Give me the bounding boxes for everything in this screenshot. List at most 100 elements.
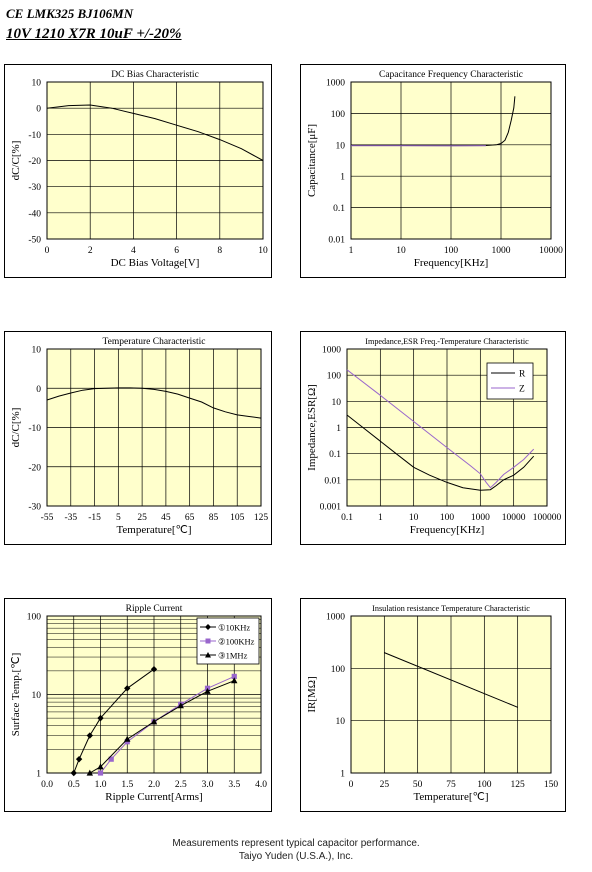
dc-bias-chart: 0 2 4 6 8 10 10 0 -10 -20 -30 -40 -50 DC Bias Charact…: [10, 70, 268, 269]
y-tick-label: 1: [340, 770, 345, 780]
data-point-diamond: [70, 769, 77, 777]
x-tick-label: 4.0: [255, 780, 267, 790]
data-point-triangle: [124, 735, 131, 742]
y-tick-label: 1: [340, 173, 345, 183]
x-tick-label: 2.5: [175, 780, 187, 790]
legend-marker: [205, 638, 211, 644]
chart-panel-insulation: 0 25 50 75 100 125 150 1000 100 10 1 Insulation res…: [300, 598, 566, 812]
y-axis-label: Surface Temp.[℃]: [10, 653, 22, 736]
data-point-triangle: [231, 677, 238, 684]
y-axis-label: dC/C[%]: [10, 141, 22, 181]
x-tick-label: 3.0: [202, 780, 214, 790]
data-point-triangle: [204, 687, 211, 694]
y-tick-label: 1000: [326, 79, 345, 89]
x-tick-label: 10000: [539, 246, 563, 256]
y-tick-label: 1000: [322, 346, 341, 356]
y-tick-label: -30: [28, 183, 41, 193]
x-tick-label: 45: [161, 513, 171, 523]
y-tick-label: 0: [36, 385, 41, 395]
x-tick-label: 25: [380, 780, 390, 790]
y-tick-label: -50: [28, 236, 41, 246]
x-tick-label: 1: [349, 246, 354, 256]
series-line-1: [46, 104, 264, 161]
data-point-square: [108, 756, 114, 762]
series-line-1: [46, 387, 262, 419]
part-number: CE LMK325 BJ106MN: [6, 6, 134, 21]
chart-title: Ripple Current: [126, 604, 183, 614]
chart-panel-ripple: 0.0 0.5 1.0 1.5 2.0 2.5 3.0 3.5 4.0 100 10 1 Ripple …: [4, 598, 272, 812]
x-tick-label: 150: [544, 780, 559, 790]
x-tick-label: 100: [440, 513, 455, 523]
part-spec: 10V 1210 X7R 10uF +/-20%: [6, 26, 182, 42]
x-tick-label: 1.5: [121, 780, 133, 790]
x-axis-label: Temperature[℃]: [413, 791, 488, 803]
x-axis-label: Temperature[℃]: [116, 524, 191, 536]
legend-label: Z: [519, 385, 525, 395]
data-point-square: [231, 673, 237, 680]
data-point-square: [124, 739, 130, 745]
x-tick-label: 4: [131, 246, 136, 256]
x-tick-label: 0.5: [68, 780, 80, 790]
x-tick-label: 2.0: [148, 780, 160, 790]
y-tick-label: 10: [32, 346, 42, 356]
x-tick-label: 1000: [471, 513, 490, 523]
x-tick-label: -55: [41, 513, 54, 523]
y-tick-label: 100: [331, 110, 346, 120]
data-point-triangle: [86, 769, 93, 776]
y-tick-label: 0.1: [333, 204, 345, 214]
legend-label: ③1MHz: [218, 651, 248, 661]
y-tick-label: 10: [336, 141, 346, 151]
x-tick-label: 125: [254, 513, 269, 523]
x-axis-label: Ripple Current[Arms]: [105, 791, 202, 803]
chart-title: Impedance,ESR Freq.-Temperature Characte…: [365, 337, 529, 346]
x-tick-label: 10: [258, 246, 268, 256]
x-tick-label: -15: [88, 513, 101, 523]
temperature-chart: -55 -35 -15 5 25 45 65 85 105 125 10 0 -10 -20 -30 Temp…: [10, 337, 269, 536]
ripple-current-chart: 0.0 0.5 1.0 1.5 2.0 2.5 3.0 3.5 4.0 100 10 1 Ripple …: [10, 604, 267, 803]
x-tick-label: 85: [209, 513, 219, 523]
y-tick-label: -30: [28, 503, 41, 513]
impedance-chart: 0.1 1 10 100 1000 10000 10000010001001010.10.0…: [306, 337, 562, 536]
y-tick-label: 100: [331, 665, 346, 675]
y-axis-label: IR[MΩ]: [306, 676, 318, 712]
y-tick-label: -20: [28, 157, 41, 167]
y-tick-label: -40: [28, 209, 41, 219]
legend-marker: [205, 652, 211, 658]
y-tick-label: 0.1: [329, 450, 341, 460]
x-tick-label: 1: [378, 513, 383, 523]
x-tick-label: 1.0: [95, 780, 107, 790]
series-line-2: [346, 369, 535, 489]
data-point-triangle: [97, 763, 104, 770]
data-point-triangle: [150, 718, 158, 725]
x-tick-label: 8: [217, 246, 222, 256]
y-tick-label: 0.01: [328, 236, 345, 246]
y-tick-label: 10: [32, 691, 42, 701]
y-tick-label: -20: [28, 463, 41, 473]
legend-box: [486, 362, 534, 400]
data-point-diamond: [97, 714, 104, 722]
chart-panel-impedance: 0.1 1 10 100 1000 10000 100000 1000 100 10 1 0.1 0.0…: [300, 331, 566, 545]
x-tick-label: 1000: [492, 246, 511, 256]
x-tick-label: -35: [64, 513, 77, 523]
y-tick-label: 10: [336, 717, 346, 727]
chart-title: Temperature Characteristic: [103, 337, 206, 347]
x-tick-label: 10: [409, 513, 419, 523]
series-line-1: [73, 668, 155, 774]
chart-panel-temperature: -55 -35 -15 5 25 45 65 85 105 125 10 0 -10 -20 -30 Temp…: [4, 331, 272, 545]
y-tick-label: 1000: [326, 613, 345, 623]
chart-title: Insulation resistance Temperature Charac…: [372, 604, 530, 613]
y-axis-label: dC/C[%]: [10, 408, 22, 448]
x-axis-label: Frequency[KHz]: [414, 257, 489, 269]
y-tick-label: 10: [32, 79, 42, 89]
x-tick-label: 0.1: [341, 513, 353, 523]
y-tick-label: 1: [336, 424, 341, 434]
x-tick-label: 0.0: [41, 780, 53, 790]
x-tick-label: 10: [396, 246, 406, 256]
x-tick-label: 0: [45, 246, 50, 256]
legend-label: ②100KHz: [218, 637, 255, 647]
x-tick-label: 10000: [502, 513, 526, 523]
y-tick-label: 1: [36, 770, 41, 780]
chart-title: DC Bias Characteristic: [111, 70, 199, 80]
y-tick-label: 0.001: [320, 503, 342, 513]
y-tick-label: 100: [27, 613, 42, 623]
